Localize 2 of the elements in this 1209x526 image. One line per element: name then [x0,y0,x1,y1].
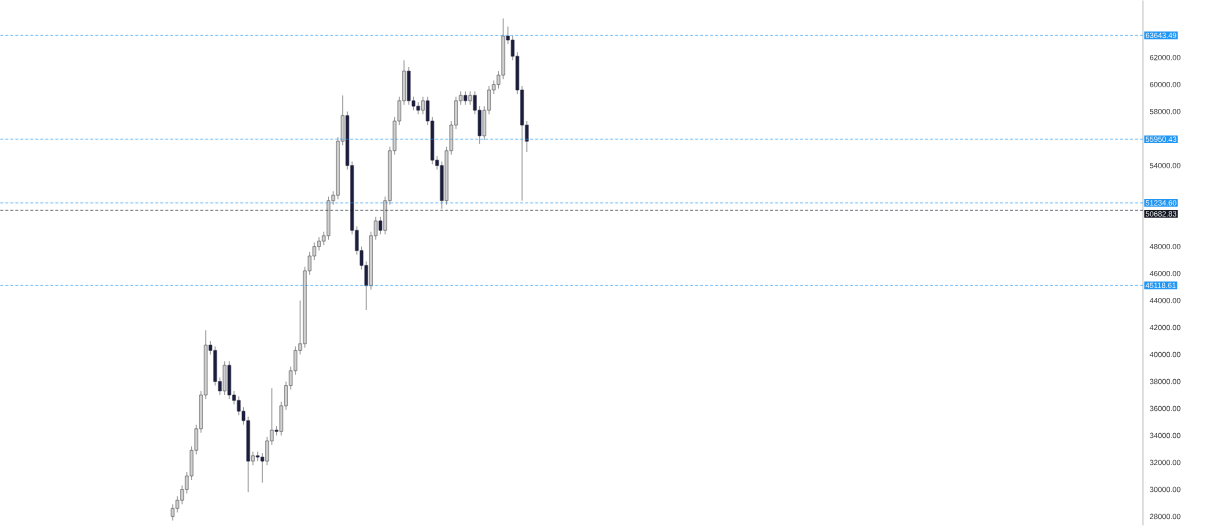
candlestick [251,451,255,466]
candlestick [468,90,472,106]
